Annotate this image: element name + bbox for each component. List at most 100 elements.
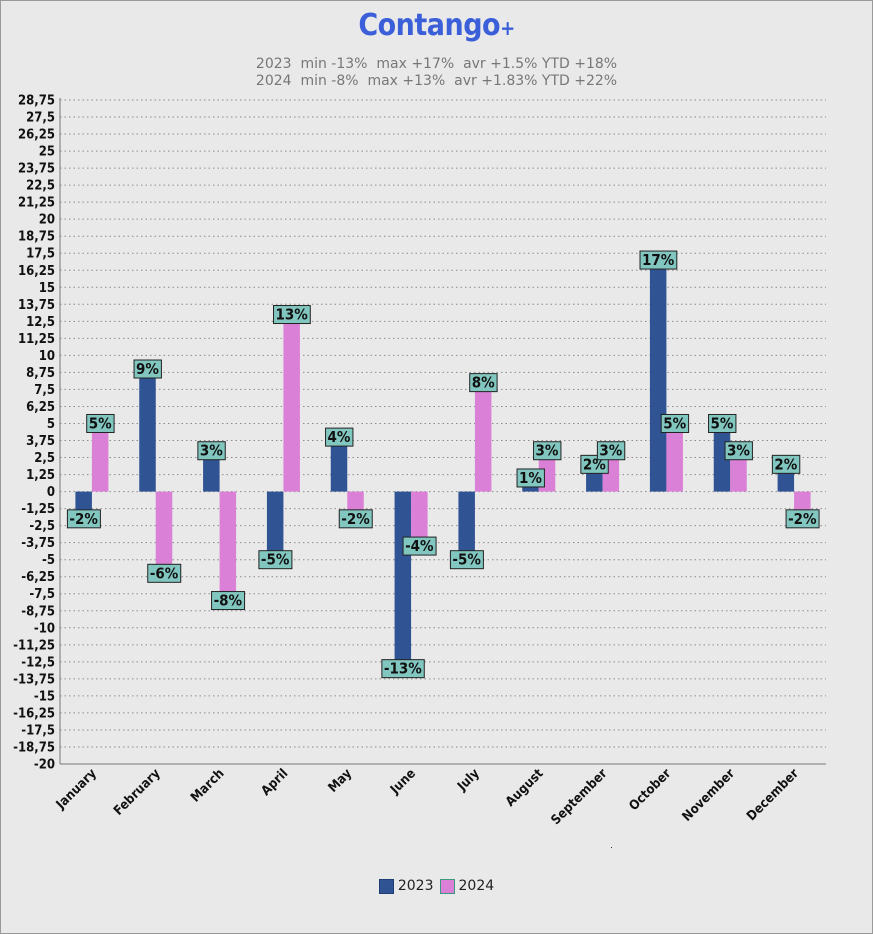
y-tick-label: -5: [42, 553, 55, 568]
x-tick-label: February: [111, 766, 164, 819]
y-tick-label: -7,5: [29, 587, 55, 602]
data-label-2024: 3%: [724, 441, 753, 461]
y-tick-label: 22,5: [26, 179, 55, 194]
data-label-box: [533, 441, 562, 461]
data-label-box: [338, 509, 373, 529]
y-axis-ticks: 28,75 27,5 26,25 25 23,75 22,5 21,25 20 18,75 17,…: [13, 94, 55, 773]
y-tick-label: -10: [34, 621, 55, 636]
y-tick-label: 1,25: [26, 468, 55, 483]
y-tick-label: 27,5: [26, 111, 55, 126]
data-label-2024: -2%: [338, 509, 373, 529]
data-label-box: [785, 509, 820, 529]
data-label-box: [147, 563, 182, 583]
x-tick-label: January: [53, 766, 100, 813]
y-tick-label: -12,5: [21, 655, 55, 670]
data-label-text: 2%: [774, 455, 797, 473]
data-label-box: [639, 250, 678, 270]
x-tick-label: December: [744, 766, 802, 824]
bar-2024: [474, 382, 492, 492]
legend-item-2024[interactable]: 2024: [439, 878, 495, 894]
y-tick-label: 8,75: [26, 366, 55, 381]
data-label-box: [211, 591, 246, 611]
data-label-2023: -5%: [449, 550, 484, 570]
chart-title: Contango+: [358, 8, 515, 43]
bar-2023: [649, 260, 667, 492]
data-label-box: [771, 454, 801, 474]
y-tick-label: 28,75: [18, 94, 55, 109]
data-label-text: 9%: [136, 360, 159, 378]
subtitle-2024: 2024 min -8% max +13% avr +1.83% YTD +22…: [255, 73, 618, 89]
legend-item-2023[interactable]: 2023: [378, 878, 434, 894]
data-label-2023: 2%: [771, 454, 801, 474]
data-label-text: 3%: [536, 442, 559, 460]
y-tick-label: 7,5: [34, 383, 55, 398]
y-tick-label: 12,5: [26, 315, 55, 330]
y-tick-label: 20: [39, 213, 55, 228]
data-label-box: [660, 413, 690, 433]
legend-label: 2024: [458, 878, 495, 894]
data-label-2024: -2%: [785, 509, 820, 529]
bar-2023: [266, 491, 284, 560]
bar-2023: [394, 491, 412, 669]
gridlines: [60, 99, 826, 748]
data-label-text: -2%: [69, 510, 98, 528]
data-label-text: -6%: [150, 564, 179, 582]
data-label-text: -5%: [452, 551, 481, 569]
y-tick-label: -18,75: [13, 740, 55, 755]
data-label-2024: 8%: [469, 373, 498, 393]
data-label-text: 5%: [89, 414, 112, 432]
data-label-text: 13%: [276, 306, 309, 324]
bar-2024: [666, 423, 683, 492]
y-tick-label: -16,25: [13, 706, 55, 721]
y-tick-label: -11,25: [13, 638, 55, 653]
data-label-text: -13%: [384, 660, 422, 678]
data-label-box: [708, 413, 737, 433]
y-tick-label: -3,75: [21, 536, 55, 551]
y-tick-label: 3,75: [26, 434, 55, 449]
data-label-box: [516, 468, 545, 488]
bar-2023: [330, 437, 348, 492]
data-label-box: [273, 305, 311, 325]
data-label-text: 17%: [642, 251, 675, 269]
x-tick-label: May: [326, 766, 356, 796]
y-tick-label: -13,75: [13, 672, 55, 687]
data-label-box: [133, 359, 162, 379]
data-label-box: [449, 550, 484, 570]
title-mark: +: [500, 16, 515, 40]
data-label-box: [86, 413, 115, 433]
data-label-text: 5%: [711, 414, 734, 432]
data-label-text: -2%: [341, 510, 370, 528]
subtitle-2023: 2023 min -13% max +17% avr +1.5% YTD +18…: [255, 56, 618, 72]
data-label-box: [258, 550, 293, 570]
y-tick-label: -2,5: [29, 519, 55, 534]
data-label-2024: 3%: [596, 441, 626, 461]
y-tick-label: -8,75: [21, 604, 55, 619]
legend-swatch: [378, 878, 394, 894]
y-tick-label: -1,25: [21, 502, 55, 517]
y-tick-label: 25: [39, 145, 55, 160]
data-label-text: 8%: [472, 374, 495, 392]
y-tick-label: 13,75: [18, 298, 55, 313]
bar-2024: [219, 491, 237, 601]
y-tick-label: -17,5: [21, 723, 55, 738]
y-tick-label: 16,25: [18, 264, 55, 279]
x-tick-label: November: [680, 766, 739, 825]
data-label-2024: -8%: [211, 591, 246, 611]
y-tick-label: 0: [47, 485, 55, 500]
y-tick-label: 21,25: [18, 196, 55, 211]
data-label-text: 1%: [519, 469, 542, 487]
legend-swatch: [439, 878, 455, 894]
y-tick-label: 23,75: [18, 162, 55, 177]
x-tick-label: March: [188, 766, 227, 805]
y-tick-label: 11,25: [18, 332, 55, 347]
data-label-text: -8%: [214, 592, 243, 610]
x-tick-label: August: [503, 766, 547, 810]
data-label-2023: 9%: [133, 359, 162, 379]
data-label-text: -4%: [405, 537, 434, 555]
y-tick-label: -6,25: [21, 570, 55, 585]
data-label-2023: 1%: [516, 468, 545, 488]
data-label-2023: -5%: [258, 550, 293, 570]
x-tick-label: September: [549, 766, 611, 828]
y-tick-label: 10: [39, 349, 55, 364]
